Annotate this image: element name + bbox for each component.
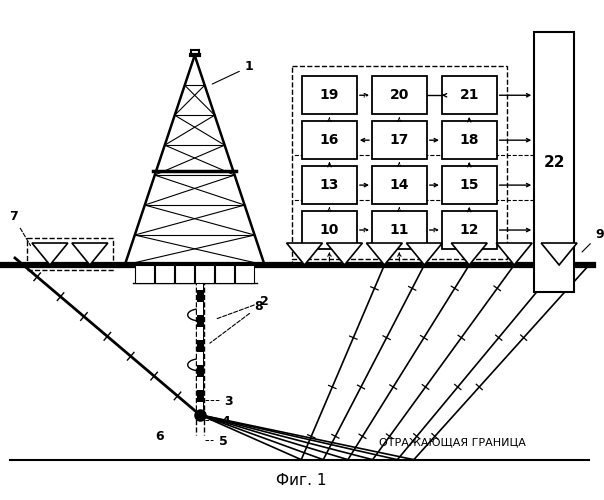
Bar	[135, 265, 154, 283]
Text: 20: 20	[390, 88, 409, 102]
Bar	[302, 166, 357, 204]
Bar	[175, 265, 194, 283]
Polygon shape	[367, 243, 402, 265]
Bar	[27, 238, 113, 270]
Polygon shape	[451, 243, 487, 265]
Text: 16: 16	[320, 133, 339, 147]
Bar	[302, 211, 357, 249]
Bar	[234, 265, 254, 283]
Polygon shape	[286, 243, 323, 265]
Text: 1: 1	[212, 60, 253, 84]
Bar	[197, 402, 203, 414]
Bar	[197, 352, 203, 365]
Bar	[197, 365, 203, 378]
Text: 8: 8	[210, 300, 263, 343]
Text: 19: 19	[320, 88, 339, 102]
Bar	[372, 121, 427, 159]
Bar	[442, 121, 496, 159]
Text: 4: 4	[222, 414, 230, 428]
Text: 3: 3	[225, 395, 233, 408]
Polygon shape	[72, 243, 108, 265]
Bar	[197, 340, 203, 352]
Text: 11: 11	[390, 223, 409, 237]
Bar	[197, 390, 203, 402]
Text: 5: 5	[219, 434, 227, 448]
Polygon shape	[406, 243, 442, 265]
Bar	[372, 76, 427, 114]
Bar	[197, 290, 203, 302]
Bar	[372, 166, 427, 204]
Bar	[197, 378, 203, 390]
Bar	[372, 211, 427, 249]
Polygon shape	[496, 243, 532, 265]
Text: 15: 15	[460, 178, 479, 192]
Bar	[197, 328, 203, 340]
Text: 22: 22	[544, 154, 565, 170]
Text: ОТРАЖАЮЩАЯ ГРАНИЦА: ОТРАЖАЮЩАЯ ГРАНИЦА	[379, 438, 526, 448]
Bar	[197, 302, 203, 315]
Polygon shape	[327, 243, 362, 265]
Text: 14: 14	[390, 178, 409, 192]
Text: 9: 9	[582, 228, 603, 252]
Bar	[155, 265, 174, 283]
Text: 12: 12	[460, 223, 479, 237]
Bar	[214, 265, 234, 283]
Text: 21: 21	[460, 88, 479, 102]
Text: 6: 6	[155, 430, 163, 442]
Bar	[442, 211, 496, 249]
Bar	[302, 76, 357, 114]
Bar	[534, 32, 574, 292]
Bar	[197, 265, 203, 278]
Text: 10: 10	[320, 223, 339, 237]
Text: Фиг. 1: Фиг. 1	[276, 472, 327, 488]
Bar	[197, 315, 203, 328]
Text: 18: 18	[460, 133, 479, 147]
Polygon shape	[541, 243, 577, 265]
Bar	[194, 265, 214, 283]
Text: 2: 2	[216, 295, 268, 319]
Bar	[442, 76, 496, 114]
Bar	[197, 278, 203, 290]
Text: 17: 17	[390, 133, 409, 147]
Polygon shape	[32, 243, 68, 265]
Bar	[292, 66, 507, 259]
Bar	[302, 121, 357, 159]
Bar	[442, 166, 496, 204]
Text: 7: 7	[9, 210, 31, 246]
Text: 13: 13	[320, 178, 339, 192]
